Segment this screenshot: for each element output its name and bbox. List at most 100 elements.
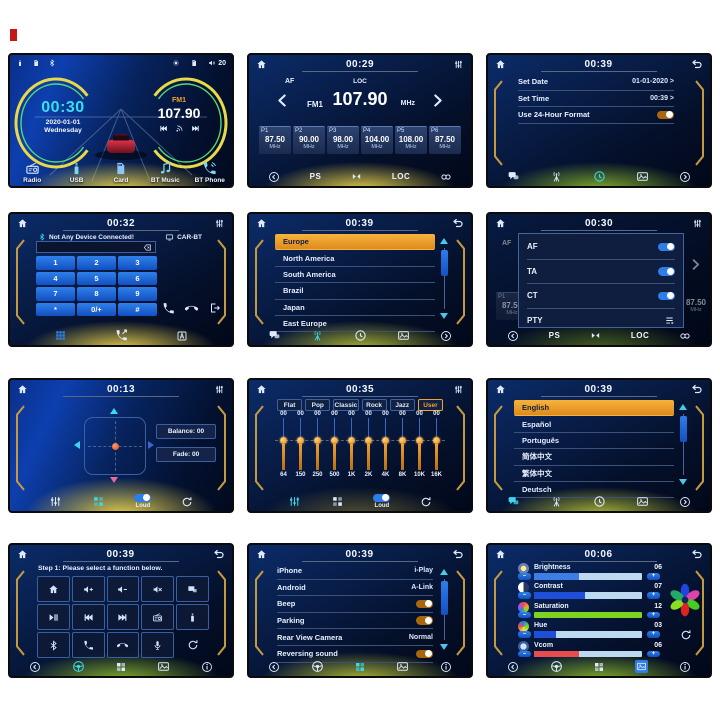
slider-knob[interactable]: [365, 437, 372, 444]
back-icon[interactable]: [691, 549, 703, 561]
preset-classic[interactable]: Classic: [333, 399, 359, 411]
radio-block[interactable]: FM1 107.90: [140, 97, 218, 133]
function-volume-up[interactable]: [71, 576, 105, 602]
scroll-thumb[interactable]: [441, 581, 448, 615]
backspace-icon[interactable]: [143, 243, 152, 252]
reset-icon[interactable]: [181, 496, 193, 508]
rds-link-icon[interactable]: [679, 330, 691, 342]
steering-icon[interactable]: [550, 660, 563, 673]
preset-button[interactable]: P2 90.00 MHz: [293, 126, 325, 154]
function-home[interactable]: [37, 576, 70, 602]
balance-icon[interactable]: [92, 495, 105, 508]
list-item[interactable]: Japan: [275, 300, 435, 316]
info-icon[interactable]: [201, 661, 213, 673]
increase-button[interactable]: +: [647, 573, 660, 580]
contrast-slider[interactable]: [534, 592, 642, 599]
toggle-on[interactable]: [416, 599, 433, 609]
list-item[interactable]: North America: [275, 250, 435, 267]
slider-knob[interactable]: [280, 437, 287, 444]
eq-band[interactable]: 00 16K: [430, 411, 442, 478]
connect-icon[interactable]: [354, 661, 366, 673]
vcom-slider[interactable]: [534, 650, 642, 658]
home-icon[interactable]: [256, 549, 267, 560]
key-4[interactable]: 4: [36, 271, 75, 285]
toggle-on[interactable]: [658, 267, 675, 276]
home-icon[interactable]: [17, 218, 28, 229]
preset-button[interactable]: P5 108.00 MHz: [395, 126, 427, 154]
eq-bars-icon[interactable]: [453, 59, 464, 70]
back-circle-icon[interactable]: [507, 330, 519, 342]
scroll-down-icon[interactable]: [440, 313, 448, 319]
key-star[interactable]: *: [36, 302, 75, 316]
key-8[interactable]: 8: [77, 287, 116, 301]
function-previous[interactable]: [71, 604, 105, 630]
home-icon[interactable]: [256, 384, 267, 395]
exit-icon[interactable]: [209, 302, 221, 314]
scrollbar[interactable]: [440, 569, 449, 650]
toggle-on[interactable]: [658, 242, 675, 251]
shortcut-usb[interactable]: USB: [56, 161, 98, 184]
shortcut-bt-music[interactable]: BT Music: [144, 161, 186, 184]
reset-icon[interactable]: [680, 629, 692, 641]
rear-camera-row[interactable]: Rear View Camera Normal: [277, 629, 433, 646]
eq-bars-icon[interactable]: [692, 218, 703, 229]
clock-icon[interactable]: [593, 495, 606, 508]
call-end-icon[interactable]: [185, 302, 198, 315]
loud-control[interactable]: Loud: [373, 493, 391, 509]
language-icon[interactable]: [507, 495, 520, 508]
key-7[interactable]: 7: [36, 287, 75, 301]
connect-icon[interactable]: [115, 661, 127, 673]
toggle-on[interactable]: [658, 291, 675, 300]
ps-button[interactable]: PS: [309, 172, 322, 181]
eq-band[interactable]: 00 8K: [398, 411, 407, 478]
increase-button[interactable]: +: [647, 592, 660, 599]
toggle-on[interactable]: [416, 616, 433, 625]
wallpaper-icon-active[interactable]: [635, 660, 649, 673]
ta-row[interactable]: TA: [527, 260, 675, 284]
shortcut-bt-phone[interactable]: BT Phone: [189, 161, 231, 184]
wallpaper-icon[interactable]: [157, 660, 170, 673]
brightness-slider[interactable]: [534, 573, 642, 580]
function-answer[interactable]: [71, 632, 105, 658]
hue-slider[interactable]: [534, 631, 642, 638]
list-item[interactable]: Português: [514, 433, 674, 450]
wallpaper-icon[interactable]: [397, 329, 410, 342]
android-row[interactable]: Android A-Link: [277, 580, 433, 597]
scroll-down-icon[interactable]: [440, 644, 448, 650]
slider-knob[interactable]: [314, 437, 321, 444]
equalizer-icon[interactable]: [49, 495, 62, 508]
shortcut-radio[interactable]: Radio: [11, 161, 53, 184]
call-answer-icon[interactable]: [162, 302, 175, 315]
back-icon[interactable]: [452, 218, 464, 230]
key-1[interactable]: 1: [36, 256, 75, 270]
next-page-icon[interactable]: [679, 496, 691, 508]
slider-knob[interactable]: [382, 437, 389, 444]
back-icon[interactable]: [452, 549, 464, 561]
home-icon[interactable]: [17, 549, 28, 560]
radio-antenna-icon[interactable]: [311, 329, 324, 342]
decrease-button[interactable]: –: [518, 631, 531, 638]
clock-icon[interactable]: [354, 329, 367, 342]
function-play-pause[interactable]: [37, 604, 70, 630]
function-volume-down[interactable]: [106, 576, 140, 602]
set-time-row[interactable]: Set Time 00:39 >: [518, 91, 674, 108]
preset-button[interactable]: P3 98.00 MHz: [327, 126, 359, 154]
key-2[interactable]: 2: [77, 256, 116, 270]
home-icon[interactable]: [495, 218, 506, 229]
slider-knob[interactable]: [297, 437, 304, 444]
increase-button[interactable]: +: [647, 631, 660, 638]
loud-toggle[interactable]: [373, 493, 391, 503]
list-item[interactable]: English: [514, 400, 674, 417]
reset-icon[interactable]: [420, 496, 432, 508]
eq-bars-icon[interactable]: [214, 384, 225, 395]
dialpad-icon[interactable]: [54, 329, 67, 342]
balance-pad[interactable]: [84, 417, 146, 475]
arrow-down-icon[interactable]: [110, 477, 118, 483]
back-circle-icon[interactable]: [268, 171, 280, 183]
balance-icon[interactable]: [331, 495, 344, 508]
volume-icon[interactable]: [208, 59, 216, 67]
scroll-up-icon[interactable]: [679, 404, 687, 410]
decrease-button[interactable]: –: [518, 611, 531, 619]
preset-flat[interactable]: Flat: [277, 399, 303, 411]
function-mute[interactable]: [141, 576, 175, 602]
